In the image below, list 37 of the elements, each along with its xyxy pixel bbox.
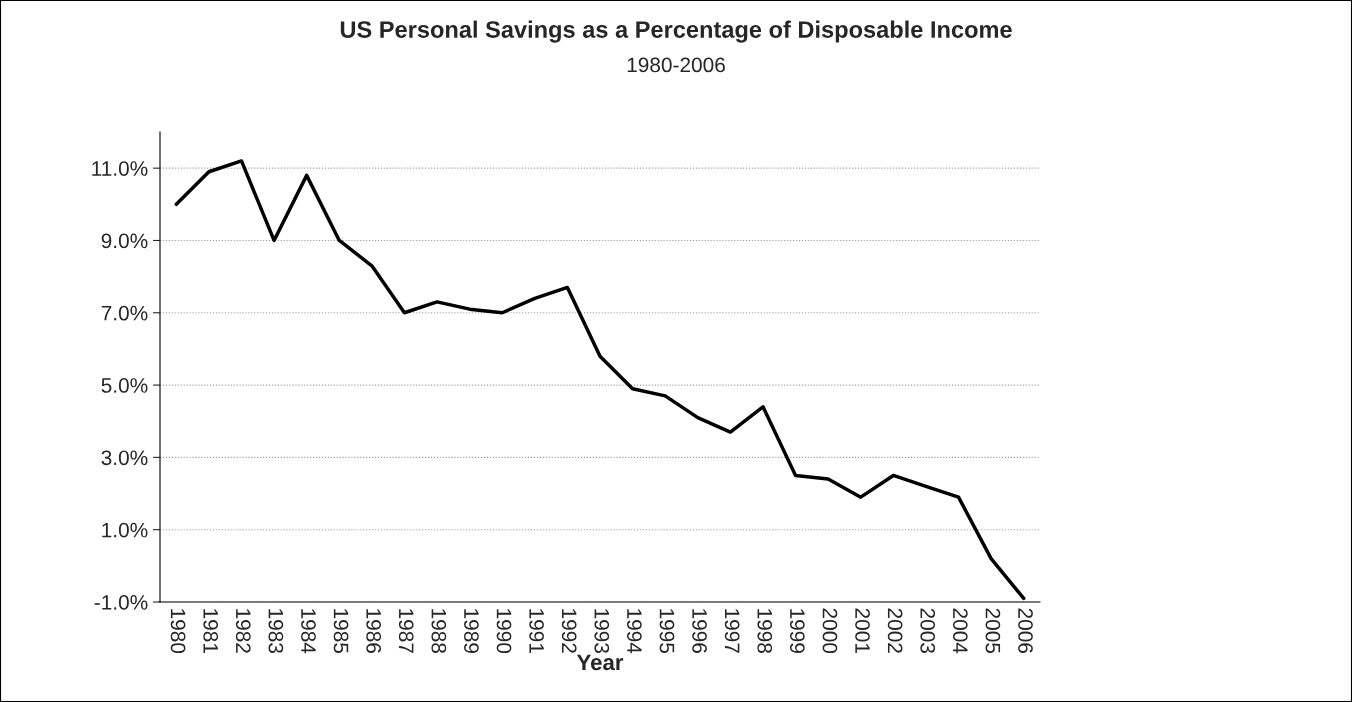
chart-title: US Personal Savings as a Percentage of Disposable Income [340,20,1012,43]
x-tick-label: 1991 [529,609,544,653]
x-tick-label: 1992 [561,609,577,653]
x-axis-title: Year [576,654,624,671]
x-tick-label: 1980 [170,609,186,654]
x-tick-label: 2006 [1018,608,1033,653]
x-tick-label: 1989 [464,609,479,653]
x-tick-label: 1987 [398,609,414,653]
y-tick-label: 1.0% [102,522,148,538]
x-tick-label: 1996 [692,609,707,653]
x-tick-label: 1994 [627,609,642,654]
y-tick-label: 7.0% [101,305,148,321]
x-tick-label: 1997 [724,609,740,653]
x-tick-label: 1982 [235,609,251,653]
x-tick-label: 1984 [301,609,316,654]
x-tick-label: 1985 [333,609,349,654]
x-tick-label: 1983 [268,609,284,653]
y-tick-label: 3.0% [101,450,148,466]
x-tick-label: 2002 [887,608,903,653]
x-tick-label: 1998 [757,609,773,653]
x-tick-label: 2001 [855,608,870,653]
chart-subtitle: 1980-2006 [627,57,725,73]
x-tick-label: 2005 [985,608,1001,654]
y-tick-label: 5.0% [101,378,148,393]
y-tick-label: 9.0% [101,233,148,249]
x-tick-label: 1988 [431,609,447,653]
x-tick-label: 1981 [203,609,219,653]
x-tick-label: 1993 [594,609,610,653]
x-tick-label: 1986 [366,609,382,653]
x-tick-label: 1995 [659,609,675,654]
x-tick-label: 1999 [789,609,805,653]
x-tick-label: 2003 [920,608,936,653]
y-tick-label: -1.0% [94,595,148,610]
x-tick-label: 2000 [822,608,838,654]
y-tick-label: 11.0% [92,161,148,176]
x-tick-label: 2004 [952,608,968,654]
x-tick-label: 1990 [496,609,512,654]
